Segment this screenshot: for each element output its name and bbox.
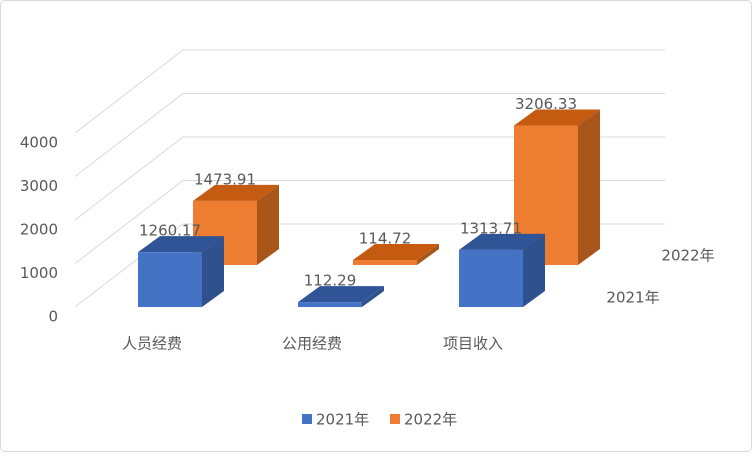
bar-top [193, 184, 279, 201]
data-label: 1260.17 [139, 222, 201, 240]
bar-side [257, 184, 279, 265]
bar-side [362, 286, 384, 307]
bar-top [138, 236, 224, 253]
y-tick-label: 1000 [20, 264, 58, 282]
bar [193, 184, 279, 265]
bar-side [202, 236, 224, 307]
legend-label: 2021年 [316, 411, 369, 429]
bar [459, 233, 545, 307]
bar [138, 236, 224, 307]
bar [514, 109, 600, 265]
y-tick-label: 2000 [20, 221, 58, 239]
bar [298, 286, 384, 307]
bar-front [298, 302, 362, 307]
bar-front [138, 252, 202, 307]
bar-front [353, 260, 417, 265]
bar-side [417, 244, 439, 265]
data-label: 1473.91 [194, 170, 256, 188]
grid-line [74, 49, 665, 134]
x-tick-label: 公用经费 [282, 335, 342, 353]
x-tick-label: 人员经费 [122, 335, 182, 353]
legend-swatch [390, 414, 400, 424]
legend-label: 2022年 [404, 411, 457, 429]
bar-front [459, 249, 523, 307]
depth-axis-label: 2022年 [661, 247, 714, 265]
grid-line [74, 223, 665, 308]
bar-side [523, 233, 545, 307]
x-tick-label: 项目收入 [443, 335, 503, 353]
bar-top [298, 286, 384, 303]
bar-side [578, 109, 600, 265]
bar-top [459, 233, 545, 250]
bar [353, 244, 439, 265]
data-label: 1313.71 [460, 219, 522, 237]
bar-top [514, 109, 600, 126]
data-label: 3206.33 [515, 95, 577, 113]
depth-axis-label: 2021年 [606, 289, 659, 307]
y-tick-label: 4000 [20, 134, 58, 152]
y-tick-label: 0 [48, 308, 58, 326]
bar-top [353, 244, 439, 261]
grid-line [74, 136, 665, 221]
y-tick-label: 3000 [20, 177, 58, 195]
data-label: 112.29 [304, 272, 357, 290]
legend-swatch [302, 414, 312, 424]
data-label: 114.72 [359, 230, 412, 248]
grid-line [74, 180, 665, 264]
grid-line [74, 93, 665, 177]
